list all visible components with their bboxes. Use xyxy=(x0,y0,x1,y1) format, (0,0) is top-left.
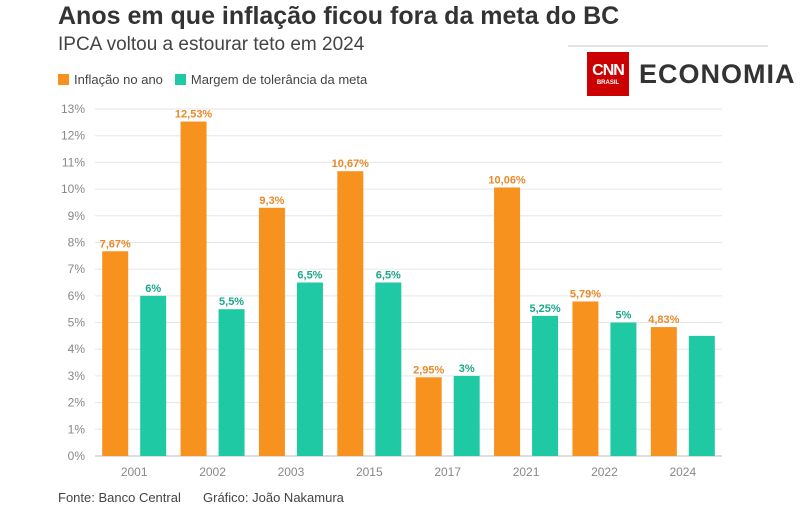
legend-label: Margem de tolerância da meta xyxy=(190,72,368,87)
y-tick-label: 5% xyxy=(68,316,86,330)
legend-swatch xyxy=(174,74,186,85)
data-label: 5,5% xyxy=(219,296,244,308)
x-tick-label: 2017 xyxy=(434,465,461,479)
legend-item-margem: Margem de tolerância da meta xyxy=(174,72,368,87)
bar-margem xyxy=(688,335,715,456)
x-tick-label: 2022 xyxy=(591,465,618,479)
data-label: 3% xyxy=(459,363,475,375)
data-label: 7,67% xyxy=(100,238,131,250)
data-label: 9,3% xyxy=(259,195,284,207)
bar-margem xyxy=(453,375,480,456)
data-label: 10,06% xyxy=(488,174,526,186)
x-tick-label: 2021 xyxy=(513,465,540,479)
credit-note: Gráfico: João Nakamura xyxy=(203,490,344,505)
x-tick-label: 2001 xyxy=(121,465,148,479)
bar-margem xyxy=(532,315,559,456)
legend-swatch xyxy=(58,74,69,85)
legend: Inflação no ano Margem de tolerância da … xyxy=(58,72,367,87)
y-tick-label: 4% xyxy=(68,342,86,356)
bar-margem xyxy=(140,295,167,456)
chart-subtitle: IPCA voltou a estourar teto em 2024 xyxy=(58,34,365,55)
x-tick-label: 2003 xyxy=(278,465,305,479)
cnn-logo: CNN BRASIL xyxy=(587,52,629,96)
y-tick-label: 3% xyxy=(68,369,86,383)
y-tick-label: 8% xyxy=(68,235,86,249)
bar-inflacao xyxy=(337,171,364,457)
bar-inflacao xyxy=(258,207,285,456)
bar-margem xyxy=(296,282,323,456)
y-tick-label: 12% xyxy=(61,129,85,143)
y-tick-label: 10% xyxy=(61,182,85,196)
source-note: Fonte: Banco Central xyxy=(58,490,181,505)
data-label: 4,83% xyxy=(648,314,679,326)
bar-inflacao xyxy=(180,121,207,457)
legend-item-inflacao: Inflação no ano xyxy=(58,72,163,87)
data-label: 12,53% xyxy=(175,109,213,121)
data-label: 6,5% xyxy=(376,270,401,282)
cnn-sub: BRASIL xyxy=(596,80,620,86)
bar-margem xyxy=(610,322,637,456)
y-tick-label: 9% xyxy=(68,209,86,223)
y-tick-label: 2% xyxy=(68,396,86,410)
data-label: 10,67% xyxy=(332,158,370,170)
data-label: 2,95% xyxy=(413,364,444,376)
y-tick-label: 0% xyxy=(68,449,86,463)
divider xyxy=(568,45,768,47)
chart-title: Anos em que inflação ficou fora da meta … xyxy=(58,2,620,30)
y-tick-label: 6% xyxy=(68,289,86,303)
data-label: 6,5% xyxy=(297,270,322,282)
x-tick-label: 2002 xyxy=(199,465,226,479)
y-tick-label: 11% xyxy=(62,155,85,169)
y-tick-label: 1% xyxy=(68,422,86,436)
bar-inflacao xyxy=(494,187,521,456)
bar-margem xyxy=(218,309,245,456)
legend-label: Inflação no ano xyxy=(74,72,163,87)
data-label: 5,25% xyxy=(529,303,560,315)
data-label: 5% xyxy=(615,310,631,322)
cnn-text: CNN xyxy=(592,62,625,79)
x-tick-label: 2024 xyxy=(669,465,696,479)
data-label: 5,79% xyxy=(570,288,601,300)
bar-inflacao xyxy=(102,251,129,456)
y-tick-label: 13% xyxy=(61,102,85,116)
bar-inflacao xyxy=(650,327,677,456)
y-tick-label: 7% xyxy=(68,262,86,276)
data-label: 6% xyxy=(145,283,161,295)
bar-margem xyxy=(375,282,402,456)
x-tick-label: 2015 xyxy=(356,465,383,479)
bar-inflacao xyxy=(415,377,442,456)
bar-inflacao xyxy=(572,301,599,456)
economia-logo: ECONOMIA xyxy=(639,58,796,89)
cnn-economia-logo: CNN BRASIL ECONOMIA xyxy=(587,52,796,96)
